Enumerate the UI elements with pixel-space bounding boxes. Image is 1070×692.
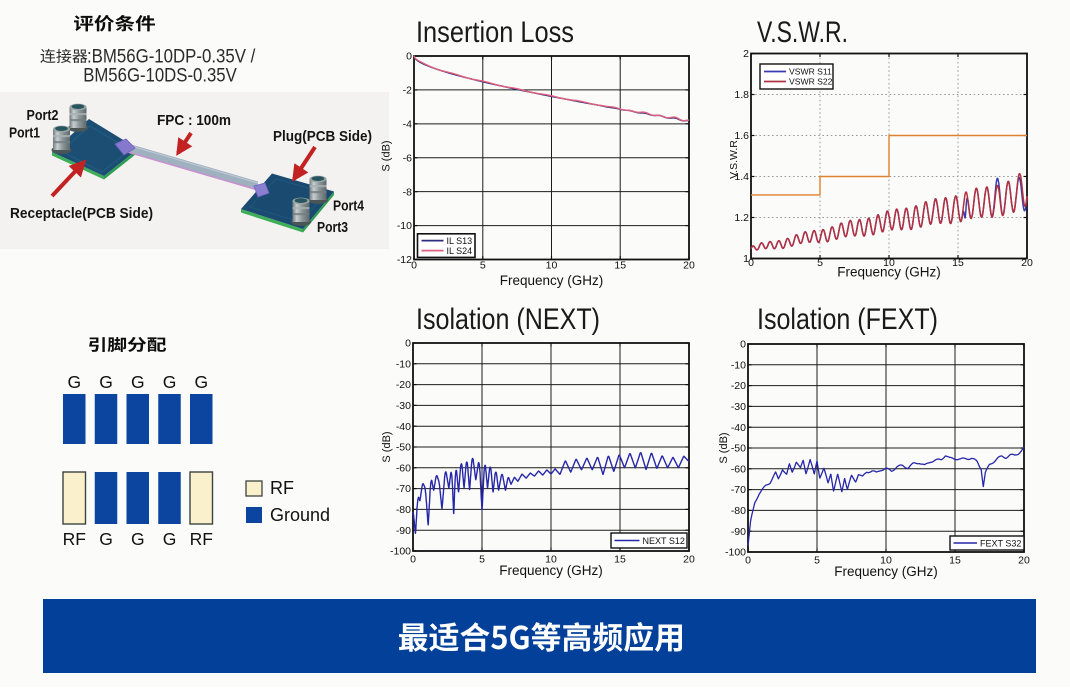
svg-text:Frequency (GHz): Frequency (GHz) bbox=[837, 265, 941, 280]
svg-text:Plug(PCB Side): Plug(PCB Side) bbox=[273, 128, 372, 145]
svg-text:20: 20 bbox=[683, 554, 695, 566]
svg-text:10: 10 bbox=[883, 257, 895, 269]
svg-text:10: 10 bbox=[880, 555, 892, 567]
svg-text:-60: -60 bbox=[396, 462, 411, 474]
svg-text:0: 0 bbox=[748, 257, 754, 269]
svg-text:Port4: Port4 bbox=[333, 198, 365, 215]
svg-text:20: 20 bbox=[683, 260, 695, 272]
svg-text:-50: -50 bbox=[731, 443, 746, 455]
svg-text:-40: -40 bbox=[396, 421, 411, 433]
svg-text:V.S.W.R: V.S.W.R bbox=[728, 140, 740, 179]
svg-text:S (dB): S (dB) bbox=[381, 431, 393, 462]
svg-text:VSWR S22: VSWR S22 bbox=[789, 77, 833, 87]
svg-text:IL S13: IL S13 bbox=[447, 236, 473, 246]
svg-text:-40: -40 bbox=[731, 422, 746, 434]
svg-text:Frequency (GHz): Frequency (GHz) bbox=[499, 563, 603, 578]
svg-text:1.4: 1.4 bbox=[734, 171, 749, 183]
svg-text:-90: -90 bbox=[731, 526, 746, 538]
svg-text::BM56G-10DP-0.35V /: :BM56G-10DP-0.35V / bbox=[87, 47, 256, 68]
svg-text:G: G bbox=[163, 529, 177, 549]
svg-text:-20: -20 bbox=[396, 379, 411, 391]
svg-text:-20: -20 bbox=[731, 380, 746, 392]
svg-text:-30: -30 bbox=[396, 400, 411, 412]
svg-text:1.2: 1.2 bbox=[734, 212, 749, 224]
svg-text:-100: -100 bbox=[390, 546, 411, 558]
svg-text:S (dB): S (dB) bbox=[718, 432, 730, 463]
svg-text:0: 0 bbox=[411, 260, 417, 272]
svg-text:20: 20 bbox=[1021, 257, 1033, 269]
svg-text:G: G bbox=[194, 372, 208, 392]
svg-text:-10: -10 bbox=[396, 358, 411, 370]
svg-text:-12: -12 bbox=[397, 254, 412, 266]
svg-text:15: 15 bbox=[614, 554, 626, 566]
svg-text:FEXT S32: FEXT S32 bbox=[980, 538, 1021, 548]
svg-text:15: 15 bbox=[952, 257, 964, 269]
svg-text:0: 0 bbox=[406, 51, 412, 63]
svg-text:-10: -10 bbox=[397, 220, 412, 232]
svg-text:Isolation (FEXT): Isolation (FEXT) bbox=[757, 303, 938, 336]
svg-text:-60: -60 bbox=[731, 463, 746, 475]
svg-text:15: 15 bbox=[949, 555, 961, 567]
svg-text:-90: -90 bbox=[396, 525, 411, 537]
svg-text:2: 2 bbox=[743, 48, 749, 60]
svg-text:RF: RF bbox=[63, 529, 86, 549]
svg-text:20: 20 bbox=[1018, 555, 1030, 567]
svg-text:-70: -70 bbox=[731, 484, 746, 496]
svg-text:0: 0 bbox=[740, 339, 746, 351]
svg-text:0: 0 bbox=[405, 338, 411, 350]
svg-text:NEXT S12: NEXT S12 bbox=[643, 536, 685, 546]
svg-text:1.8: 1.8 bbox=[734, 89, 749, 101]
svg-text:Frequency (GHz): Frequency (GHz) bbox=[500, 273, 604, 288]
svg-text:-6: -6 bbox=[403, 152, 412, 164]
svg-text:G: G bbox=[67, 372, 81, 392]
svg-text:G: G bbox=[131, 529, 145, 549]
svg-text:-80: -80 bbox=[731, 505, 746, 517]
svg-text:RF: RF bbox=[190, 529, 213, 549]
svg-text:15: 15 bbox=[614, 260, 626, 272]
svg-text:Port1: Port1 bbox=[9, 125, 40, 142]
svg-text:0: 0 bbox=[410, 554, 416, 566]
svg-text:-70: -70 bbox=[396, 483, 411, 495]
svg-text:G: G bbox=[131, 372, 145, 392]
svg-text:Isolation (NEXT): Isolation (NEXT) bbox=[416, 303, 600, 336]
svg-text:1: 1 bbox=[743, 253, 749, 265]
svg-text:5: 5 bbox=[817, 257, 823, 269]
svg-text:10: 10 bbox=[546, 260, 558, 272]
svg-text:5: 5 bbox=[480, 260, 486, 272]
svg-text:G: G bbox=[163, 372, 177, 392]
svg-text:Port2: Port2 bbox=[27, 107, 59, 124]
svg-text:-8: -8 bbox=[403, 186, 412, 198]
svg-text:Ground: Ground bbox=[270, 505, 330, 525]
svg-text:-100: -100 bbox=[725, 547, 746, 559]
svg-text:Receptacle(PCB Side): Receptacle(PCB Side) bbox=[10, 205, 153, 222]
svg-text:0: 0 bbox=[745, 555, 751, 567]
svg-text:V.S.W.R.: V.S.W.R. bbox=[757, 16, 848, 49]
svg-text:BM56G-10DS-0.35V: BM56G-10DS-0.35V bbox=[83, 65, 237, 86]
svg-text:G: G bbox=[99, 372, 113, 392]
svg-text:Frequency (GHz): Frequency (GHz) bbox=[834, 564, 938, 579]
svg-text:Insertion Loss: Insertion Loss bbox=[416, 16, 574, 49]
svg-text:-10: -10 bbox=[731, 359, 746, 371]
svg-text:S (dB): S (dB) bbox=[381, 140, 393, 171]
svg-text:-4: -4 bbox=[403, 118, 412, 130]
svg-text:VSWR S11: VSWR S11 bbox=[789, 67, 832, 77]
svg-text:FPC : 100m: FPC : 100m bbox=[157, 112, 231, 129]
svg-text:5: 5 bbox=[479, 554, 485, 566]
svg-text:RF: RF bbox=[270, 478, 294, 498]
svg-text:-30: -30 bbox=[731, 401, 746, 413]
svg-text:-50: -50 bbox=[396, 442, 411, 454]
svg-text:G: G bbox=[99, 529, 113, 549]
svg-text:-2: -2 bbox=[403, 85, 412, 97]
svg-text:Port3: Port3 bbox=[317, 219, 348, 236]
svg-text:10: 10 bbox=[545, 554, 557, 566]
svg-text:1.6: 1.6 bbox=[734, 130, 749, 142]
svg-text:IL S24: IL S24 bbox=[447, 246, 473, 256]
svg-text:5: 5 bbox=[814, 555, 820, 567]
svg-text:-80: -80 bbox=[396, 504, 411, 516]
